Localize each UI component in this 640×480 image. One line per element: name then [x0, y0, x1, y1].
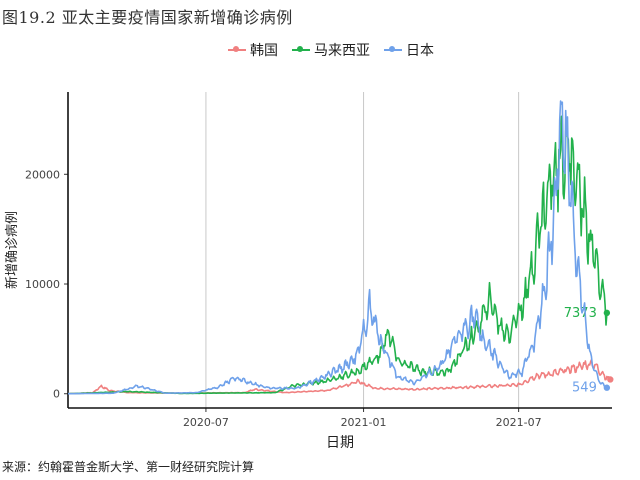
legend-label-japan: 日本 — [406, 43, 434, 59]
legend: 韩国 马来西亚 日本 — [228, 40, 434, 60]
x-tick-label: 2021-01 — [341, 416, 387, 429]
legend-key-malaysia — [292, 44, 310, 56]
source-note: 来源：约翰霍普金斯大学、第一财经研究院计算 — [2, 460, 255, 474]
series-end-point — [603, 309, 611, 317]
chart-title: 图19.2 亚太主要疫情国家新增确诊病例 — [2, 8, 293, 27]
series-line-japan — [68, 100, 608, 395]
x-tick-label: 2021-07 — [496, 416, 542, 429]
legend-key-japan — [384, 44, 402, 56]
y-axis-title: 新增确诊病例 — [4, 211, 20, 289]
legend-label-korea: 韩国 — [250, 43, 278, 59]
y-tick-label: 20000 — [25, 168, 60, 181]
x-tick-label: 2020-07 — [183, 416, 229, 429]
legend-item-japan[interactable]: 日本 — [384, 40, 434, 60]
series-line-malaysia — [68, 115, 608, 395]
legend-key-korea — [228, 44, 246, 56]
legend-item-malaysia[interactable]: 马来西亚 — [292, 40, 370, 60]
y-tick-label: 0 — [53, 388, 60, 401]
legend-item-korea[interactable]: 韩国 — [228, 40, 278, 60]
series-end-label: 7373 — [564, 306, 597, 321]
series-end-point — [607, 376, 614, 383]
x-axis-title: 日期 — [326, 435, 354, 451]
series-end-label: 549 — [572, 381, 597, 396]
y-tick-label: 10000 — [25, 278, 60, 291]
series-end-point — [603, 384, 611, 391]
legend-label-malaysia: 马来西亚 — [314, 43, 370, 59]
